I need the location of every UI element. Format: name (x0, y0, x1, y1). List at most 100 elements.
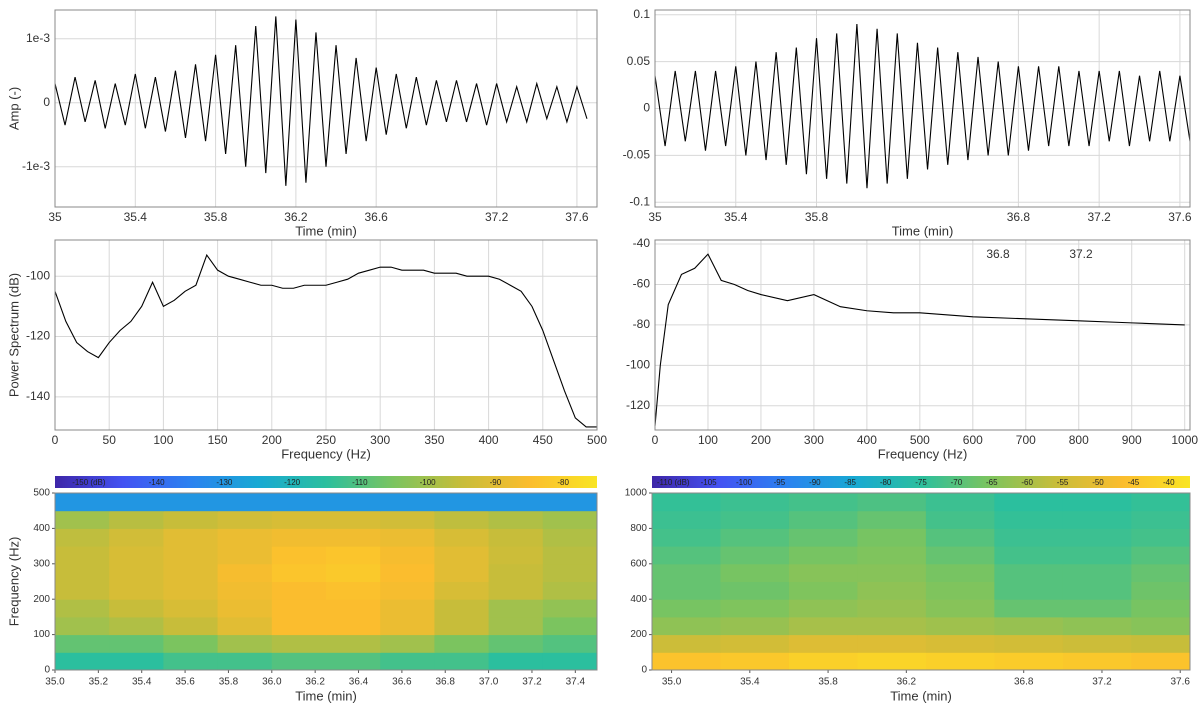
heatmap-cell (55, 581, 110, 600)
colorbar-tick-label: -50 (1092, 478, 1104, 487)
heatmap-cell (542, 634, 598, 653)
heatmap-cell (542, 510, 598, 529)
heatmap-cell (542, 652, 598, 671)
heatmap-cell (788, 510, 858, 529)
colorbar-tick-label: -80 (557, 478, 569, 487)
heatmap-cell (434, 563, 490, 582)
heatmap-cell (720, 563, 790, 582)
plot-frame (54, 9, 598, 208)
heatmap-cell (109, 510, 164, 529)
colorbar-tick-label: -110 (dB) (657, 478, 690, 487)
x-tick-label: 35.8 (818, 677, 838, 688)
heatmap-cell (163, 652, 219, 671)
heatmap-cell (434, 616, 490, 636)
plot-frame (654, 239, 1191, 431)
y-tick-label: -120 (626, 398, 650, 412)
x-tick-label: 200 (751, 433, 771, 447)
annotation: 37.2 (1069, 247, 1093, 261)
heatmap-cell (720, 510, 790, 529)
heatmap-cell (55, 493, 110, 512)
heatmap-cell (217, 510, 273, 529)
colorbar-tick-label: -100 (736, 478, 753, 487)
heatmap-cell (326, 581, 381, 600)
x-tick-label: 350 (424, 433, 444, 447)
heatmap-cell (271, 652, 327, 671)
heatmap-cell (434, 528, 490, 547)
heatmap-cell (1062, 634, 1132, 653)
heatmap-cell (380, 599, 435, 618)
heatmap-cell (857, 581, 927, 600)
x-tick-label: 50 (103, 433, 117, 447)
x-tick-label: 800 (1069, 433, 1089, 447)
heatmap-cell (994, 493, 1064, 512)
heatmap-cell (109, 616, 164, 636)
y-axis-label: Power Spectrum (dB) (6, 273, 21, 397)
heatmap-cell (380, 510, 435, 529)
heatmap-cell (434, 581, 490, 600)
x-tick-label: 36.0 (262, 677, 282, 688)
colorbar-tick-label: -105 (701, 478, 718, 487)
heatmap-cell (380, 634, 435, 653)
y-tick-label: 0 (43, 95, 50, 109)
heatmap-cell (720, 634, 790, 653)
heatmap-cell (1131, 616, 1191, 636)
x-tick-label: 35 (48, 210, 62, 224)
x-tick-label: 36.2 (284, 210, 308, 224)
x-tick-label: 37.2 (522, 677, 542, 688)
plot-frame (651, 492, 1191, 671)
x-tick-label: 35.8 (204, 210, 228, 224)
x-tick-label: 300 (370, 433, 390, 447)
heatmap-cell (994, 599, 1064, 618)
x-tick-label: 700 (1016, 433, 1036, 447)
y-tick-label: -100 (26, 268, 50, 282)
heatmap-cell (163, 599, 219, 618)
x-tick-label: 450 (533, 433, 553, 447)
y-tick-label: 800 (630, 523, 647, 534)
heatmap-cell (380, 528, 435, 547)
heatmap-cell (380, 616, 435, 636)
y-axis-label: Amp (-) (6, 87, 21, 130)
y-tick-label: 1e-3 (26, 31, 50, 45)
heatmap-cell (109, 599, 164, 618)
heatmap-cell (380, 563, 435, 582)
heatmap-cell (109, 652, 164, 671)
heatmap-cell (1062, 581, 1132, 600)
heatmap-cell (652, 616, 721, 636)
heatmap-cell (488, 652, 544, 671)
heatmap-cell (380, 652, 435, 671)
x-tick-label: 35.4 (132, 677, 152, 688)
heatmap-cell (994, 616, 1064, 636)
x-tick-label: 0 (52, 433, 59, 447)
heatmap-cell (1131, 581, 1191, 600)
heatmap-cell (326, 510, 381, 529)
x-tick-label: 900 (1122, 433, 1142, 447)
data-line (654, 24, 1191, 189)
x-axis-label: Time (min) (892, 223, 954, 238)
heatmap-cell (652, 493, 721, 512)
annotation: 36.8 (986, 247, 1010, 261)
colorbar-tick-label: -40 (1163, 478, 1175, 487)
x-tick-label: 36.8 (1007, 210, 1031, 224)
y-tick-label: 0.1 (633, 7, 650, 21)
heatmap-cell (326, 652, 381, 671)
colorbar-tick-label: -55 (1057, 478, 1069, 487)
heatmap-cell (163, 493, 219, 512)
y-tick-label: -120 (26, 329, 50, 343)
colorbar-tick-label: -120 (284, 478, 301, 487)
heatmap-cell (271, 493, 327, 512)
heatmap-cell (542, 493, 598, 512)
heatmap-cell (434, 510, 490, 529)
heatmap-cell (217, 493, 273, 512)
heatmap-cell (1062, 652, 1132, 671)
y-tick-label: 300 (33, 558, 50, 569)
x-tick-label: 0 (652, 433, 659, 447)
heatmap-cell (217, 634, 273, 653)
heatmap-cell (55, 599, 110, 618)
heatmap-cell (488, 599, 544, 618)
heatmap-cell (994, 652, 1064, 671)
y-tick-label: 0.05 (627, 54, 651, 68)
heatmap-cell (217, 528, 273, 547)
x-axis-label: Time (min) (295, 223, 357, 238)
x-tick-label: 35.0 (45, 677, 65, 688)
heatmap-cell (857, 599, 927, 618)
